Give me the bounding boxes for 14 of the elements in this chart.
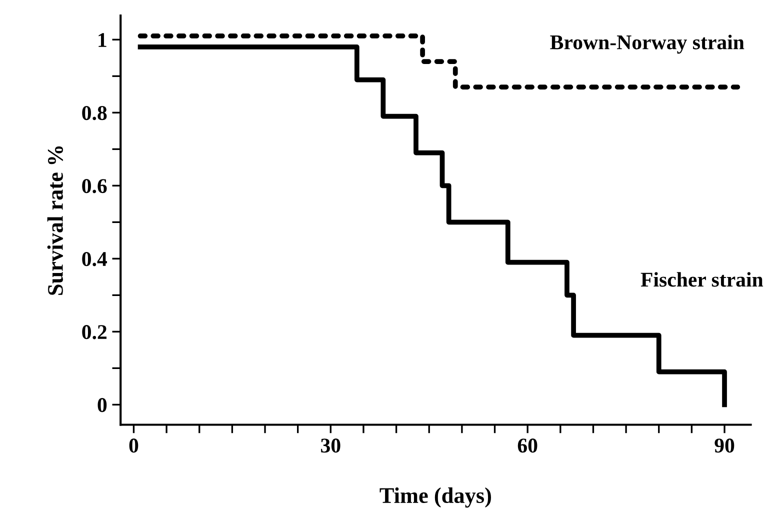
y-axis-title: Survival rate % [47, 146, 64, 295]
y-tick-label: 1 [98, 33, 106, 47]
x-tick-label: 30 [321, 438, 340, 453]
x-axis-title: Time (days) [380, 487, 491, 508]
y-tick-label: 0.6 [82, 179, 107, 194]
y-tick-label: 0.4 [82, 252, 108, 266]
y-tick-label: 0 [98, 398, 107, 412]
y-tick-label: 0.2 [82, 325, 106, 340]
text: Fischer strain [640, 272, 764, 287]
x-tick-label: 0 [129, 438, 138, 453]
y-tick-label: 0.8 [82, 106, 107, 120]
x-tick-label: 60 [518, 438, 538, 453]
x-tick-label: 90 [714, 438, 734, 453]
series-label: Brown-Norway strain [550, 34, 744, 54]
